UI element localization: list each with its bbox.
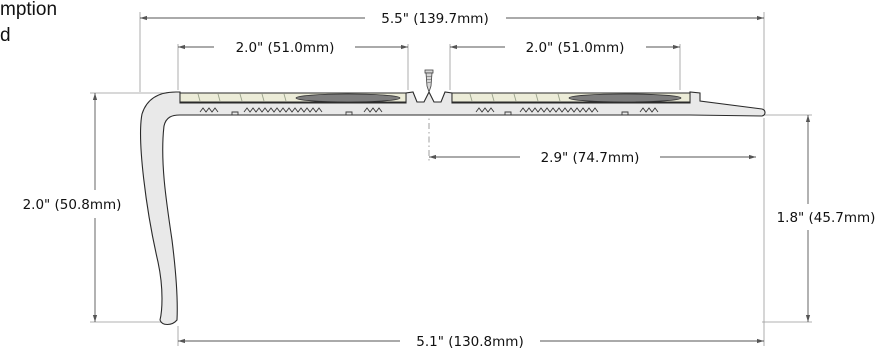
insert-left-label: 2.0" (51.0mm)	[236, 40, 335, 56]
bottom-width-label: 5.1" (130.8mm)	[416, 334, 523, 350]
dimension-insert-left: 2.0" (51.0mm)	[178, 40, 408, 56]
caption-fragment-2: d	[0, 25, 11, 46]
dimension-back-height: 1.8" (45.7mm)	[777, 115, 876, 322]
underside-notches	[231, 111, 629, 115]
serration-5	[519, 107, 599, 113]
caption-fragment-1: mption	[0, 0, 57, 20]
insert-right-label: 2.0" (51.0mm)	[526, 40, 625, 56]
extension-lines	[90, 12, 812, 346]
dimension-center-to-edge: 2.9" (74.7mm)	[429, 150, 756, 166]
serration-4	[475, 107, 495, 113]
grit-oval-left	[295, 93, 401, 103]
grit-oval-right	[568, 93, 682, 103]
serration-1	[199, 107, 219, 113]
insert-strip-left	[179, 92, 407, 103]
dimension-overall-width: 5.5" (139.7mm)	[140, 11, 764, 27]
nose-height-label: 2.0" (50.8mm)	[23, 197, 122, 213]
dimension-nose-height: 2.0" (50.8mm)	[23, 93, 122, 322]
nosing-profile	[140, 90, 766, 326]
profile-body	[140, 90, 766, 326]
overall-width-label: 5.5" (139.7mm)	[381, 11, 488, 27]
serration-3	[363, 107, 383, 113]
center-to-edge-label: 2.9" (74.7mm)	[541, 150, 640, 166]
serration-2	[243, 107, 323, 113]
insert-ticks	[197, 93, 561, 102]
back-height-label: 1.8" (45.7mm)	[777, 210, 876, 226]
screw-icon	[424, 69, 434, 94]
serration-6	[639, 107, 659, 113]
dimension-bottom-width: 5.1" (130.8mm)	[178, 334, 764, 350]
dimension-insert-right: 2.0" (51.0mm)	[450, 40, 680, 56]
